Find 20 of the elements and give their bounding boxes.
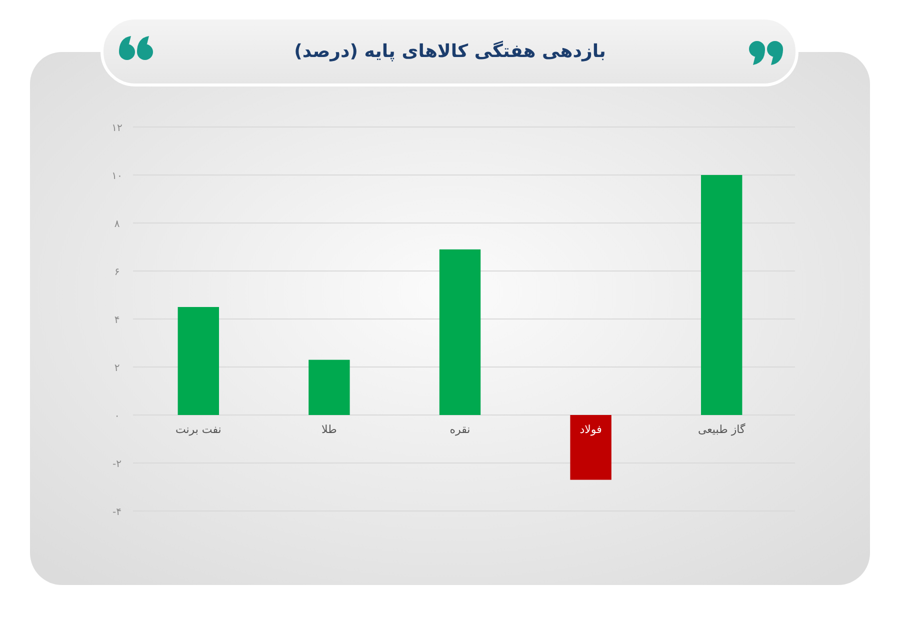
- y-tick-label: -۴: [112, 507, 122, 518]
- bar: [178, 307, 219, 415]
- bar: [701, 175, 742, 415]
- x-tick-label: فولاد: [580, 423, 602, 436]
- y-tick-label: ۸: [114, 219, 120, 230]
- chart-title: بازدهی هفتگی کالاهای پایه (درصد): [294, 40, 606, 62]
- x-tick-label: نقره: [450, 423, 470, 436]
- y-tick-label: ۴: [114, 315, 120, 326]
- y-tick-label: -۲: [112, 459, 122, 470]
- y-tick-label: ۶: [114, 267, 120, 278]
- x-tick-label: طلا: [322, 423, 338, 436]
- x-tick-label: گاز طبیعی: [698, 423, 746, 436]
- y-tick-label: ۱۰: [112, 171, 122, 182]
- x-tick-label: نفت برنت: [175, 423, 222, 436]
- y-tick-label: ۰: [114, 411, 120, 422]
- y-tick-label: ۱۲: [112, 123, 122, 134]
- bar: [570, 415, 612, 480]
- y-tick-label: ۲: [114, 363, 120, 374]
- bar: [439, 249, 481, 415]
- bar: [308, 360, 350, 415]
